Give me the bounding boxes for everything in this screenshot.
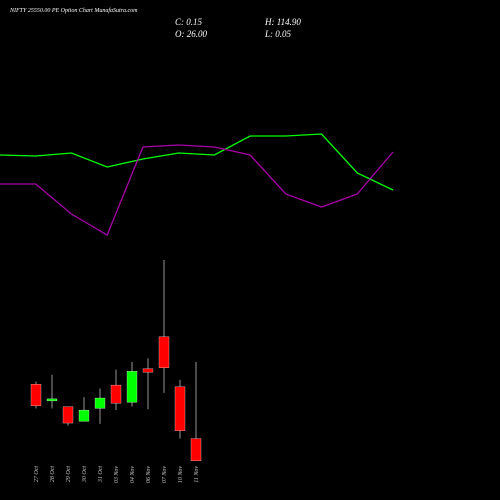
x-tick-label: 06 Nov (146, 466, 152, 484)
line-series (0, 133, 394, 191)
candle-body (158, 336, 170, 368)
x-tick-label: 29 Oct (66, 466, 72, 482)
chart-title: NIFTY 25550.00 PE Option Chart MunafaSut… (9, 7, 138, 14)
x-tick-label: 07 Nov (162, 466, 168, 484)
high-label: H: 114.90 (264, 17, 301, 27)
x-tick-label: 03 Nov (114, 466, 120, 484)
x-tick-label: 30 Oct (82, 466, 88, 483)
open-label: O: 26.00 (175, 29, 207, 39)
x-tick-label: 11 Nov (194, 466, 200, 483)
candle-body (126, 371, 138, 403)
close-label: C: 0.15 (175, 17, 203, 27)
candle-body (174, 386, 186, 431)
x-tick-label: 10 Nov (178, 466, 184, 484)
candle-body (110, 384, 122, 404)
x-tick-label: 27 Oct (34, 466, 40, 482)
candle-body (46, 398, 58, 402)
candle-body (30, 384, 42, 406)
x-tick-label: 31 Oct (98, 466, 104, 483)
candle-body (190, 438, 202, 462)
candle-body (94, 397, 106, 409)
candle-body (78, 409, 90, 422)
candle-body (142, 368, 154, 373)
line-series (0, 144, 394, 236)
candle-body (62, 406, 74, 424)
low-label: L: 0.05 (264, 29, 292, 39)
x-tick-label: 28 Oct (50, 466, 56, 482)
x-tick-label: 04 Nov (129, 466, 136, 484)
